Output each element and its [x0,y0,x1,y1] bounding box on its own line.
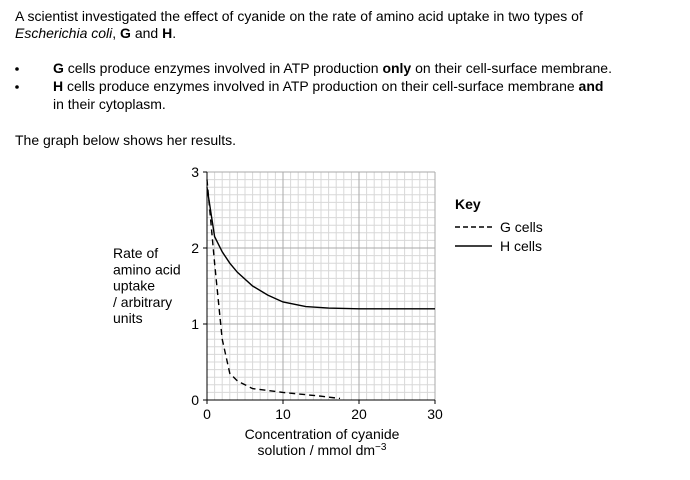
y-axis-label: Rate of [113,245,158,261]
x-tick-label: 10 [275,406,291,422]
y-tick-label: 3 [191,164,199,180]
series-line [206,179,341,400]
x-tick-label: 0 [203,406,211,422]
bullet-text: G cells produce enzymes involved in ATP … [53,60,612,76]
intro-line: A scientist investigated the effect of c… [15,8,583,24]
text: . [172,25,176,41]
text: G [53,60,64,76]
y-tick-label: 2 [191,240,199,256]
bullet [15,67,19,71]
legend-label: H cells [500,238,542,254]
intro-line: Escherichia coli, G and H. [15,25,176,41]
text: on their cell-surface membrane. [411,60,612,76]
x-axis-label: solution / mmol dm−3 [258,442,387,458]
legend-title: Key [455,196,481,212]
lead-text: The graph below shows her results. [15,132,236,148]
text: H [162,25,172,41]
y-tick-label: 1 [191,316,199,332]
legend-label: G cells [500,219,543,235]
x-tick-label: 20 [351,406,367,422]
text: solution / mmol dm [258,442,375,458]
text: and [579,78,604,94]
superscript: −3 [375,442,387,453]
y-axis-label: units [113,310,143,326]
y-axis-label: uptake [113,278,155,294]
series-line [206,187,435,310]
y-axis-label: amino acid [113,261,181,277]
y-tick-label: 0 [191,392,199,408]
text: G [120,25,131,41]
text: only [382,60,411,76]
y-axis-label: / arbitrary [113,294,172,310]
bullet-text: H cells produce enzymes involved in ATP … [53,78,603,94]
bullet [15,85,19,89]
text: cells produce enzymes involved in ATP pr… [63,78,578,94]
text: cells produce enzymes involved in ATP pr… [64,60,383,76]
text: , [112,25,120,41]
x-tick-label: 30 [427,406,443,422]
x-axis-label: Concentration of cyanide [245,426,400,442]
bullet-text: in their cytoplasm. [53,96,166,112]
species: Escherichia coli [15,25,113,41]
text: and [131,25,162,41]
text: H [53,78,63,94]
